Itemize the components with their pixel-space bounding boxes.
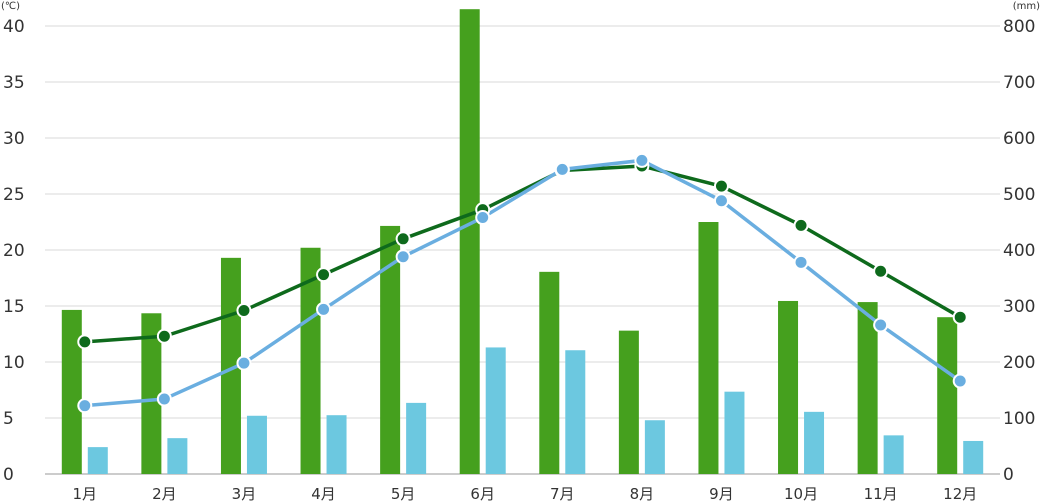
category-label: 6月	[470, 485, 495, 503]
gridlines	[45, 25, 1000, 475]
point-series-2	[316, 301, 332, 317]
right-tick-label: 0	[1003, 465, 1014, 485]
point-series-2	[77, 398, 93, 414]
bars	[61, 9, 984, 474]
bar-series-2	[565, 350, 586, 474]
bar-series-2	[485, 347, 506, 474]
point-series-2	[554, 161, 570, 177]
bar-series-2	[644, 420, 665, 474]
point-series-1	[156, 328, 172, 344]
point-series-1	[793, 217, 809, 233]
bar-series-2	[804, 411, 825, 474]
category-label: 11月	[864, 485, 898, 503]
right-tick-label: 100	[1003, 409, 1035, 429]
bar-series-1	[141, 313, 162, 474]
point-series-2	[793, 254, 809, 270]
left-tick-label: 20	[3, 241, 25, 261]
bar-series-1	[857, 302, 878, 474]
category-label: 8月	[630, 485, 655, 503]
point-series-2	[713, 193, 729, 209]
bar-series-1	[778, 300, 799, 474]
category-label: 3月	[232, 485, 257, 503]
left-tick-label: 35	[3, 73, 25, 93]
category-label: 5月	[391, 485, 416, 503]
point-series-2	[873, 317, 889, 333]
right-tick-label: 600	[1003, 129, 1035, 149]
points	[77, 152, 968, 414]
point-series-1	[395, 231, 411, 247]
bar-series-1	[380, 225, 401, 474]
right-tick-label: 500	[1003, 185, 1035, 205]
line-series-2	[84, 158, 962, 408]
left-tick-label: 25	[3, 185, 25, 205]
right-tick-label: 800	[1003, 17, 1035, 37]
point-series-2	[634, 152, 650, 168]
left-tick-label: 15	[3, 297, 25, 317]
bar-series-2	[167, 438, 188, 474]
right-axis-unit: (mm)	[1013, 1, 1040, 12]
bar-series-1	[539, 271, 560, 474]
category-label: 1月	[73, 485, 98, 503]
line-series-1	[84, 164, 962, 344]
point-series-1	[316, 267, 332, 283]
category-label: 2月	[152, 485, 177, 503]
point-series-1	[952, 309, 968, 325]
left-tick-label: 30	[3, 129, 25, 149]
right-tick-label: 400	[1003, 241, 1035, 261]
bar-series-1	[937, 317, 958, 474]
point-series-2	[395, 249, 411, 265]
category-label: 10月	[784, 485, 818, 503]
left-tick-label: 40	[3, 17, 25, 37]
category-label: 7月	[550, 485, 575, 503]
bar-series-2	[963, 440, 984, 474]
point-series-1	[236, 302, 252, 318]
point-series-2	[156, 391, 172, 407]
bar-series-1	[459, 9, 480, 474]
bar-series-2	[246, 415, 267, 474]
point-series-2	[236, 355, 252, 371]
bar-series-2	[883, 435, 904, 474]
point-series-1	[77, 334, 93, 350]
lines	[84, 158, 962, 408]
bar-series-2	[406, 402, 427, 474]
bar-series-1	[618, 330, 639, 474]
bar-series-1	[300, 247, 321, 474]
bar-series-2	[87, 447, 108, 474]
category-label: 9月	[709, 485, 734, 503]
bar-series-1	[698, 222, 719, 474]
left-tick-label: 5	[3, 409, 14, 429]
point-series-2	[475, 210, 491, 226]
point-series-1	[713, 178, 729, 194]
bar-series-1	[61, 309, 82, 474]
right-tick-label: 200	[1003, 353, 1035, 373]
category-label: 4月	[311, 485, 336, 503]
bar-series-2	[326, 415, 347, 474]
left-tick-label: 10	[3, 353, 25, 373]
category-label: 12月	[943, 485, 977, 503]
left-axis-unit: (℃)	[1, 1, 20, 12]
right-tick-label: 300	[1003, 297, 1035, 317]
right-tick-label: 700	[1003, 73, 1035, 93]
point-series-2	[952, 373, 968, 389]
left-tick-label: 0	[3, 465, 14, 485]
point-series-1	[873, 263, 889, 279]
bar-series-2	[724, 391, 745, 474]
